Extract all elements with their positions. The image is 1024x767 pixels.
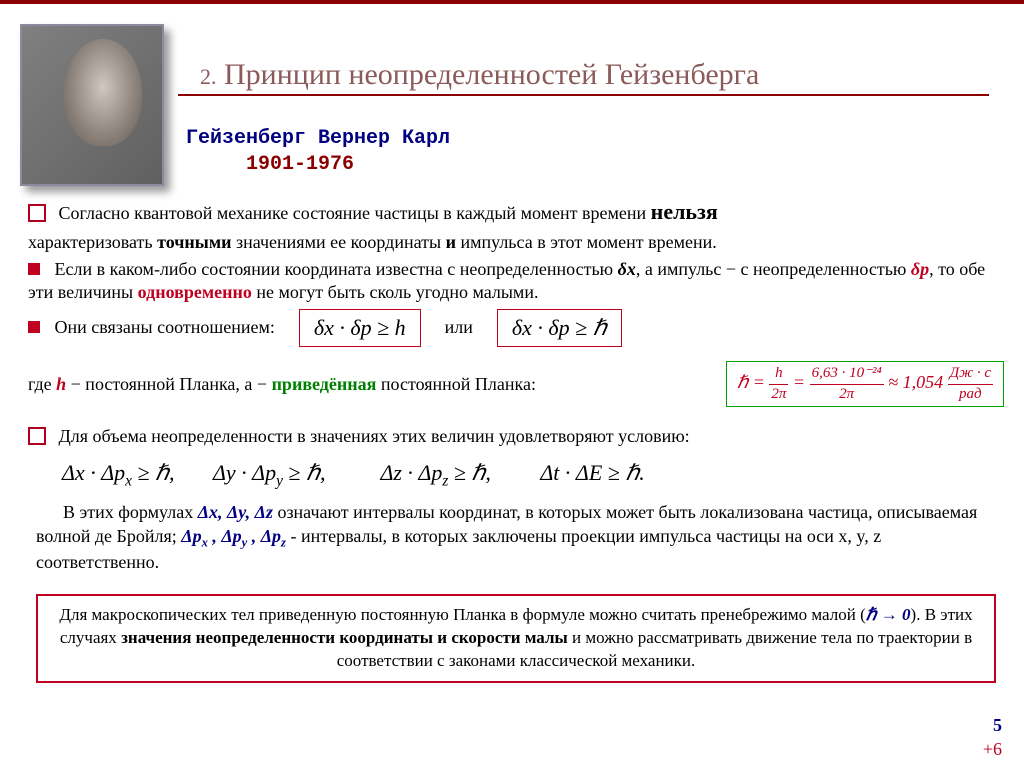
formula-row-main: Δx · Δpx ≥ ℏ, Δy · Δpy ≥ ℏ, Δz · Δpz ≥ ℏ… — [62, 459, 1004, 491]
frac-num: Дж · с — [948, 364, 993, 385]
plus-annotation: +6 — [983, 738, 1002, 761]
title-number: 2. — [200, 64, 217, 89]
text: где — [28, 374, 56, 394]
delta-x: δx — [618, 259, 636, 279]
text-green: приведённая — [272, 374, 377, 394]
text-bold: точными — [157, 232, 231, 252]
formula-box-2: δx · δp ≥ ℏ — [497, 309, 622, 348]
delta-p: δp — [911, 259, 929, 279]
text-bold: и — [446, 232, 456, 252]
conclusion-box: Для макроскопических тел приведенную пос… — [36, 594, 996, 683]
text: Для макроскопических тел приведенную пос… — [59, 605, 865, 624]
text-bold: нельзя — [651, 199, 718, 224]
formula-box-1: δx · δp ≥ h — [299, 309, 421, 348]
bullet-2-row: Они связаны соотношением: δx · δp ≥ h ил… — [28, 309, 1004, 348]
h-symbol: h — [56, 374, 66, 394]
bullet-filled-icon — [28, 263, 40, 275]
text: − постоянной Планка, а − — [66, 374, 271, 394]
title-underline — [178, 94, 989, 96]
paragraph-1b: характеризовать точными значениями ее ко… — [28, 231, 1004, 254]
bullet-open-icon — [28, 427, 46, 445]
or-label: или — [445, 316, 473, 339]
bullet-filled-icon — [28, 321, 40, 333]
text: значениями ее координаты — [231, 232, 445, 252]
text: Для объема неопределенности в значениях … — [59, 426, 690, 446]
delta-xyz: Δx, Δy, Δz — [198, 502, 273, 522]
text: В этих формулах — [63, 502, 198, 522]
text-bold: значения неопределенности координаты и с… — [121, 628, 568, 647]
paragraph-2: Для объема неопределенности в значениях … — [28, 425, 1004, 448]
slide-title: 2. Принцип неопределенностей Гейзенберга — [200, 55, 759, 94]
text: импульса в этот момент времени. — [456, 232, 717, 252]
hbar-zero: ℏ → 0 — [866, 605, 911, 624]
text: постоянной Планка: — [376, 374, 536, 394]
page-number: 5 — [993, 714, 1002, 737]
where-row: где h − постоянной Планка, а − приведённ… — [28, 361, 1004, 407]
text: не могут быть сколь угодно малыми. — [252, 282, 539, 302]
hbar-eq: ℏ = — [737, 372, 765, 392]
bullet-1: Если в каком-либо состоянии координата и… — [28, 258, 1004, 305]
content-area: Согласно квантовой механике состояние ча… — [28, 194, 1004, 683]
text: характеризовать — [28, 232, 157, 252]
fraction-1: h2π — [769, 364, 788, 404]
frac-den: рад — [948, 385, 993, 405]
text: , а импульс − с неопределенностью — [636, 259, 911, 279]
text: Согласно квантовой механике состояние ча… — [59, 203, 651, 223]
fraction-2: 6,63 · 10⁻²⁴2π — [810, 364, 884, 404]
paragraph-3: В этих формулах Δx, Δy, Δz означают инте… — [36, 501, 1004, 574]
title-text: Принцип неопределенностей Гейзенберга — [224, 58, 759, 91]
hbar-value: ≈ 1,054 — [888, 372, 943, 392]
person-name: Гейзенберг Вернер Карл — [186, 127, 450, 150]
bullet-open-icon — [28, 204, 46, 222]
frac-den: 2π — [769, 385, 788, 405]
text: Если в каком-либо состоянии координата и… — [55, 259, 618, 279]
portrait-photo — [20, 24, 164, 186]
hbar-formula-box: ℏ = h2π = 6,63 · 10⁻²⁴2π ≈ 1,054 Дж · ср… — [726, 361, 1004, 407]
delta-pxyz: Δpx , Δpy , Δpz — [181, 526, 286, 546]
fraction-unit: Дж · срад — [948, 364, 993, 404]
text: Они связаны соотношением: — [55, 317, 275, 337]
top-accent-bar — [0, 0, 1024, 4]
frac-num: h — [769, 364, 788, 385]
frac-den: 2π — [810, 385, 884, 405]
frac-num: 6,63 · 10⁻²⁴ — [810, 364, 884, 385]
text-red-bold: одновременно — [138, 282, 252, 302]
person-caption: Гейзенберг Вернер Карл 1901-1976 — [186, 126, 450, 178]
paragraph-1: Согласно квантовой механике состояние ча… — [28, 198, 1004, 227]
person-dates: 1901-1976 — [246, 152, 450, 178]
